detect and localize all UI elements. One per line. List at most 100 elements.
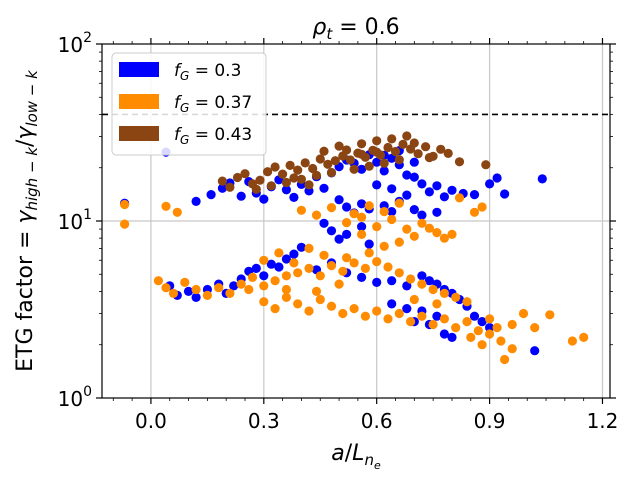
legend: fG = 0.3 fG = 0.37 fG = 0.43 (111, 52, 267, 156)
data-point (323, 159, 333, 169)
data-point (240, 169, 250, 179)
data-point (432, 311, 442, 321)
data-point (462, 297, 472, 307)
data-point (372, 222, 382, 232)
data-point (424, 153, 434, 163)
data-point (217, 183, 227, 193)
data-point (409, 205, 419, 215)
data-point (428, 319, 438, 330)
legend-swatch (119, 126, 159, 141)
data-point (402, 224, 412, 234)
data-point (357, 229, 367, 239)
data-point (360, 263, 370, 273)
data-point (447, 229, 457, 239)
data-point (311, 286, 322, 296)
data-point (281, 177, 291, 188)
data-point (417, 179, 427, 189)
y-tick-label: 100 (58, 384, 92, 411)
x-tick-label: 0.9 (474, 409, 506, 433)
data-point (357, 164, 367, 174)
data-point (214, 283, 224, 293)
data-point (326, 261, 337, 271)
data-point (372, 147, 382, 157)
data-point (315, 294, 325, 305)
chart-title: ρt = 0.6 (312, 15, 399, 43)
data-point (439, 288, 449, 298)
data-point (236, 279, 246, 289)
data-point (168, 288, 179, 298)
data-point (409, 172, 419, 182)
data-point (402, 190, 412, 200)
data-point (293, 165, 303, 175)
data-point (481, 160, 491, 170)
data-point (413, 149, 423, 159)
data-point (244, 284, 254, 295)
data-point (304, 243, 314, 253)
x-tick-label: 1.2 (587, 409, 619, 433)
data-point (447, 332, 457, 342)
data-point (217, 176, 227, 186)
data-point (161, 201, 171, 211)
data-point (387, 214, 397, 225)
data-point (394, 198, 404, 208)
data-point (360, 311, 370, 321)
data-point (364, 161, 374, 171)
data-point (485, 329, 495, 339)
data-point (326, 167, 337, 178)
data-point (319, 218, 329, 228)
data-point (266, 181, 276, 191)
series-f-g-0-37 (120, 193, 589, 365)
data-point (259, 271, 269, 281)
data-point (342, 253, 352, 263)
data-point (432, 228, 442, 238)
data-point (439, 192, 449, 202)
data-point (469, 311, 480, 321)
data-point (394, 268, 404, 278)
data-point (161, 283, 171, 293)
data-point (485, 323, 495, 333)
data-point (394, 155, 404, 165)
data-point (439, 233, 449, 243)
data-point (485, 314, 495, 324)
data-point (304, 306, 314, 316)
data-point (451, 323, 461, 333)
data-point (432, 181, 442, 191)
data-point (417, 311, 427, 321)
data-point (372, 157, 382, 167)
data-point (270, 162, 280, 172)
data-point (379, 207, 389, 217)
x-tick-label: 0.0 (135, 409, 167, 433)
data-point (387, 299, 397, 309)
data-point (349, 209, 359, 219)
data-point (319, 183, 329, 193)
data-point (251, 263, 261, 273)
data-point (398, 139, 408, 149)
data-point (409, 138, 419, 148)
x-tick-label: 0.3 (248, 409, 280, 433)
data-point (300, 158, 310, 168)
data-point (232, 172, 243, 183)
data-point (259, 194, 269, 204)
data-point (342, 229, 352, 239)
data-point (454, 157, 465, 167)
data-point (251, 184, 261, 194)
data-point (191, 284, 201, 295)
data-point (417, 218, 427, 228)
legend-label: fG = 0.3 (174, 61, 241, 83)
data-point (293, 299, 303, 309)
data-point (402, 281, 412, 291)
data-point (289, 173, 299, 183)
data-point (281, 292, 291, 302)
data-point (289, 249, 299, 259)
data-point (372, 180, 382, 190)
data-point (507, 344, 517, 354)
data-point (417, 271, 427, 281)
data-point (394, 308, 404, 319)
data-point (402, 170, 412, 180)
data-point (247, 272, 258, 282)
data-point (349, 258, 359, 268)
data-point (225, 288, 235, 298)
data-point (120, 219, 130, 229)
data-point (338, 308, 348, 319)
